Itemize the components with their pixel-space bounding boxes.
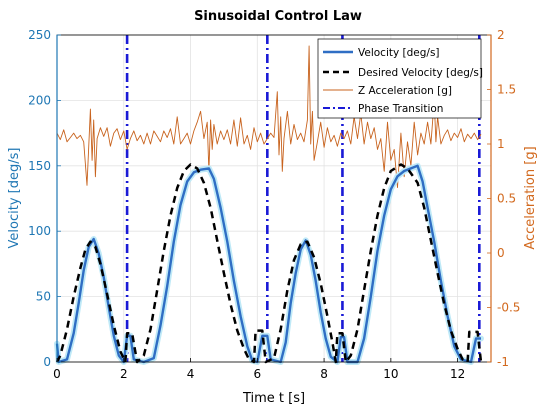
left-axis: 0 50 100 150 200 250: [28, 28, 61, 369]
y-left-tick-label: 50: [36, 290, 51, 304]
phase-transition-lines: [125, 35, 481, 362]
right-axis: -1 -0.5 0 0.5 1 1.5 2: [487, 28, 520, 369]
y-right-axis-label: Acceleration [g]: [523, 146, 538, 249]
y-right-tick-label: -0.5: [497, 301, 520, 315]
legend-label-desired: Desired Velocity [deg/s]: [358, 67, 483, 79]
y-right-tick-label: -1: [497, 355, 509, 369]
series-layer: [54, 45, 484, 365]
y-right-tick-label: 0.5: [497, 192, 516, 206]
series-line-desired-velocity-deg-s: [55, 163, 483, 364]
x-tick-label: 0: [53, 367, 61, 381]
x-tick-label: 8: [320, 367, 328, 381]
bottom-axis: 0 2 4 6 8 10 12: [53, 358, 465, 381]
x-tick-label: 6: [253, 367, 261, 381]
x-tick-label: 10: [383, 367, 398, 381]
y-left-tick-label: 250: [28, 28, 51, 42]
y-right-tick-label: 0: [497, 246, 505, 260]
series-line-velocity-deg-s: [55, 164, 481, 364]
y-left-tick-label: 150: [28, 159, 51, 173]
y-left-tick-label: 100: [28, 224, 51, 238]
x-tick-label: 12: [450, 367, 465, 381]
y-left-axis-label: Velocity [deg/s]: [7, 148, 22, 249]
y-left-tick-label: 0: [43, 355, 51, 369]
x-tick-label: 2: [120, 367, 128, 381]
legend-label-phase: Phase Transition: [358, 103, 443, 115]
y-right-tick-label: 1.5: [497, 83, 516, 97]
y-left-tick-label: 200: [28, 93, 51, 107]
chart-title: Sinusoidal Control Law: [194, 9, 362, 24]
series-line-z-acceleration-g: [56, 45, 482, 189]
x-axis-label: Time t [s]: [242, 391, 305, 406]
x-tick-label: 4: [187, 367, 195, 381]
legend-label-velocity: Velocity [deg/s]: [358, 47, 440, 59]
legend-label-accel: Z Acceleration [g]: [358, 85, 452, 97]
legend: Velocity [deg/s] Desired Velocity [deg/s…: [317, 38, 483, 119]
y-right-tick-label: 1: [497, 137, 505, 151]
y-right-tick-label: 2: [497, 28, 505, 42]
